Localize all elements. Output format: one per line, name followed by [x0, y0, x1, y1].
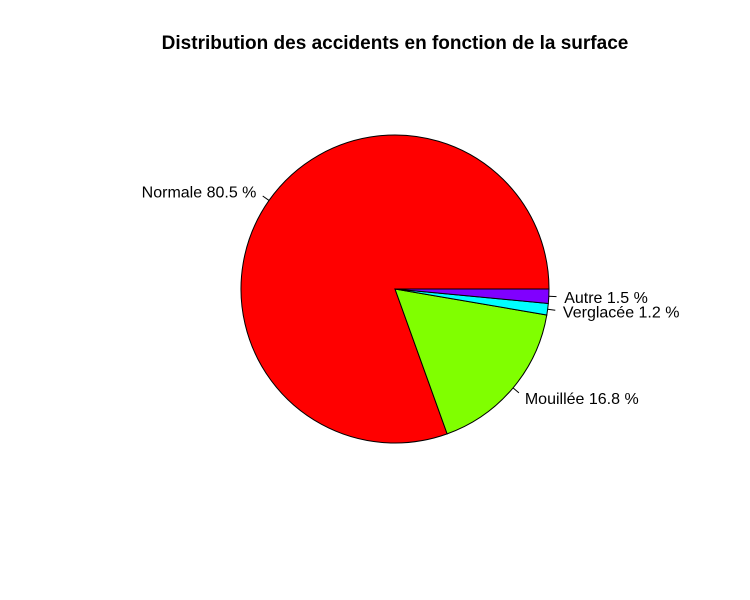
leader-line [262, 195, 270, 201]
leader-line [547, 308, 556, 311]
chart-title: Distribution des accidents en fonction d… [162, 33, 629, 54]
slice-label: Verglacée 1.2 % [563, 304, 680, 321]
slice-label: Autre 1.5 % [564, 290, 648, 307]
pie-slices [240, 134, 550, 444]
leader-line [512, 387, 520, 394]
pie-labels: Normale 80.5 % Mouillée 16.8 % Verglacée 1… [142, 185, 680, 408]
slice-label: Mouillée 16.8 % [525, 391, 639, 408]
slice-label: Normale 80.5 % [142, 185, 257, 202]
